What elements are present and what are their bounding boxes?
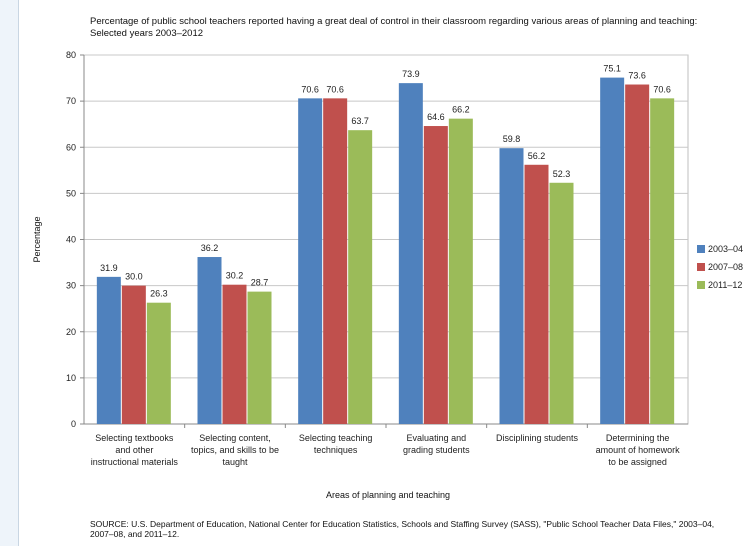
legend-swatch bbox=[697, 281, 705, 289]
y-axis-title: Percentage bbox=[32, 216, 42, 262]
data-label: 31.9 bbox=[100, 263, 118, 273]
legend-swatch bbox=[697, 245, 705, 253]
x-tick-label: and other bbox=[115, 445, 153, 455]
bar bbox=[549, 182, 574, 424]
bar bbox=[348, 130, 373, 424]
data-label: 36.2 bbox=[201, 243, 219, 253]
x-tick-label: techniques bbox=[314, 445, 358, 455]
bar bbox=[524, 164, 549, 424]
data-label: 73.6 bbox=[628, 71, 646, 81]
x-tick-label: Selecting textbooks bbox=[95, 433, 174, 443]
x-tick-label: Determining the bbox=[606, 433, 670, 443]
bar bbox=[96, 276, 121, 424]
data-label: 70.6 bbox=[326, 84, 344, 94]
data-label: 75.1 bbox=[603, 64, 621, 74]
data-label: 64.6 bbox=[427, 112, 445, 122]
bar bbox=[423, 126, 448, 424]
data-label: 63.7 bbox=[351, 116, 369, 126]
x-tick-label: topics, and skills to be bbox=[191, 445, 279, 455]
data-label: 52.3 bbox=[553, 169, 571, 179]
y-tick-label: 20 bbox=[66, 327, 76, 337]
data-label: 26.3 bbox=[150, 289, 168, 299]
bar bbox=[121, 285, 146, 424]
bar bbox=[448, 118, 473, 424]
y-tick-label: 50 bbox=[66, 188, 76, 198]
data-label: 59.8 bbox=[503, 134, 521, 144]
bar bbox=[247, 291, 272, 424]
bar bbox=[600, 77, 625, 424]
y-tick-label: 40 bbox=[66, 235, 76, 245]
y-tick-label: 70 bbox=[66, 96, 76, 106]
x-tick-label: Evaluating and bbox=[407, 433, 467, 443]
bar bbox=[499, 148, 524, 425]
bar bbox=[650, 98, 675, 425]
data-label: 66.2 bbox=[452, 105, 470, 115]
data-label: 56.2 bbox=[528, 151, 546, 161]
y-tick-label: 30 bbox=[66, 281, 76, 291]
y-tick-label: 60 bbox=[66, 142, 76, 152]
bar bbox=[298, 98, 323, 425]
legend-swatch bbox=[697, 263, 705, 271]
y-tick-label: 10 bbox=[66, 373, 76, 383]
data-label: 28.7 bbox=[251, 278, 269, 288]
data-label: 30.2 bbox=[226, 271, 244, 281]
data-label: 73.9 bbox=[402, 69, 420, 79]
source-note: SOURCE: U.S. Department of Education, Na… bbox=[90, 519, 715, 539]
x-tick-label: amount of homework bbox=[596, 445, 681, 455]
data-label: 30.0 bbox=[125, 272, 143, 282]
bar bbox=[398, 83, 423, 424]
bar bbox=[625, 84, 650, 425]
x-tick-label: Disciplining students bbox=[496, 433, 579, 443]
x-tick-label: instructional materials bbox=[91, 457, 179, 467]
y-tick-label: 0 bbox=[71, 419, 76, 429]
bar bbox=[197, 257, 222, 424]
x-tick-label: taught bbox=[222, 457, 248, 467]
bar bbox=[323, 98, 348, 425]
y-tick-label: 80 bbox=[66, 50, 76, 60]
legend-label: 2003–04 bbox=[708, 244, 743, 254]
data-label: 70.6 bbox=[301, 84, 319, 94]
x-tick-label: grading students bbox=[403, 445, 470, 455]
x-tick-label: to be assigned bbox=[608, 457, 667, 467]
x-tick-label: Selecting content, bbox=[199, 433, 271, 443]
x-tick-label: Selecting teaching bbox=[299, 433, 373, 443]
legend-label: 2011–12 bbox=[708, 280, 742, 290]
x-axis-title: Areas of planning and teaching bbox=[326, 490, 450, 500]
bar bbox=[222, 284, 247, 424]
chart-title: Percentage of public school teachers rep… bbox=[90, 16, 698, 39]
bar bbox=[146, 302, 171, 424]
data-label: 70.6 bbox=[653, 84, 671, 94]
legend-label: 2007–08 bbox=[708, 262, 743, 272]
